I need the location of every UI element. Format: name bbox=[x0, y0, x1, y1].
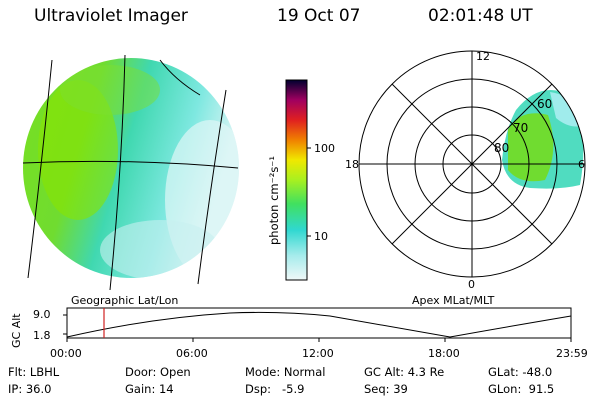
observation-date: 19 Oct 07 bbox=[277, 6, 361, 26]
altitude-plot bbox=[63, 307, 572, 342]
seq-value: 39 bbox=[393, 382, 408, 396]
colorbar-unit-label: photon cm⁻²s⁻¹ bbox=[267, 156, 281, 245]
earth-disc-image bbox=[22, 54, 239, 291]
mlt-label-18: 18 bbox=[345, 158, 359, 171]
geographic-map-label: Geographic Lat/Lon bbox=[71, 294, 178, 307]
gain-label: Gain: bbox=[125, 382, 156, 396]
status-door: Door: Open bbox=[125, 365, 191, 379]
gc-alt-value: 4.3 Re bbox=[407, 365, 445, 379]
time-tick-0600: 06:00 bbox=[176, 347, 208, 360]
colorbar-tick-100: 100 bbox=[314, 142, 335, 155]
color-scale-bar bbox=[285, 79, 311, 281]
status-mode: Mode: Normal bbox=[245, 365, 325, 379]
glon-label: GLon: bbox=[488, 382, 522, 396]
status-ip: IP: 36.0 bbox=[8, 382, 51, 396]
time-tick-1800: 18:00 bbox=[428, 347, 460, 360]
status-glat: GLat: -48.0 bbox=[488, 365, 552, 379]
mlt-label-6: 6 bbox=[578, 158, 585, 171]
time-tick-1200: 12:00 bbox=[302, 347, 334, 360]
altitude-axis-label: GC Alt bbox=[10, 313, 23, 348]
app-title: Ultraviolet Imager bbox=[34, 6, 188, 26]
status-gc-alt: GC Alt: 4.3 Re bbox=[364, 365, 444, 379]
gain-value: 14 bbox=[158, 382, 174, 396]
observation-time: 02:01:48 UT bbox=[428, 6, 533, 26]
time-tick-0000: 00:00 bbox=[50, 347, 82, 360]
mlt-label-0: 0 bbox=[468, 278, 475, 291]
status-filter: Flt: LBHL bbox=[8, 365, 59, 379]
mlat-label-70: 70 bbox=[513, 121, 528, 135]
glon-value: 91.5 bbox=[528, 382, 555, 396]
mlt-label-12: 12 bbox=[476, 50, 490, 63]
apex-map-label: Apex MLat/MLT bbox=[412, 294, 495, 307]
glat-label: GLat: bbox=[488, 365, 519, 379]
polar-plot bbox=[358, 50, 586, 278]
seq-label: Seq: bbox=[364, 382, 390, 396]
status-seq: Seq: 39 bbox=[364, 382, 408, 396]
mlat-label-60: 60 bbox=[537, 97, 552, 111]
ip-value: 36.0 bbox=[25, 382, 52, 396]
dsp-value: -5.9 bbox=[282, 382, 305, 396]
time-tick-2359: 23:59 bbox=[556, 347, 588, 360]
dsp-label: Dsp: bbox=[245, 382, 272, 396]
status-gain: Gain: 14 bbox=[125, 382, 174, 396]
geo-grid-lines bbox=[22, 54, 239, 291]
alt-tick-1-8: 1.8 bbox=[33, 329, 51, 342]
gc-alt-label: GC Alt: bbox=[364, 365, 405, 379]
glat-value: -48.0 bbox=[522, 365, 553, 379]
door-value: Open bbox=[159, 365, 191, 379]
filter-label: Flt: bbox=[8, 365, 27, 379]
mode-label: Mode: bbox=[245, 365, 281, 379]
mode-value: Normal bbox=[283, 365, 326, 379]
filter-value: LBHL bbox=[29, 365, 60, 379]
status-glon: GLon: 91.5 bbox=[488, 382, 554, 396]
ip-label: IP: bbox=[8, 382, 23, 396]
mlat-label-80: 80 bbox=[494, 141, 509, 155]
status-dsp: Dsp: -5.9 bbox=[245, 382, 304, 396]
colorbar-tick-10: 10 bbox=[314, 230, 328, 243]
alt-tick-9: 9.0 bbox=[33, 308, 51, 321]
door-label: Door: bbox=[125, 365, 157, 379]
